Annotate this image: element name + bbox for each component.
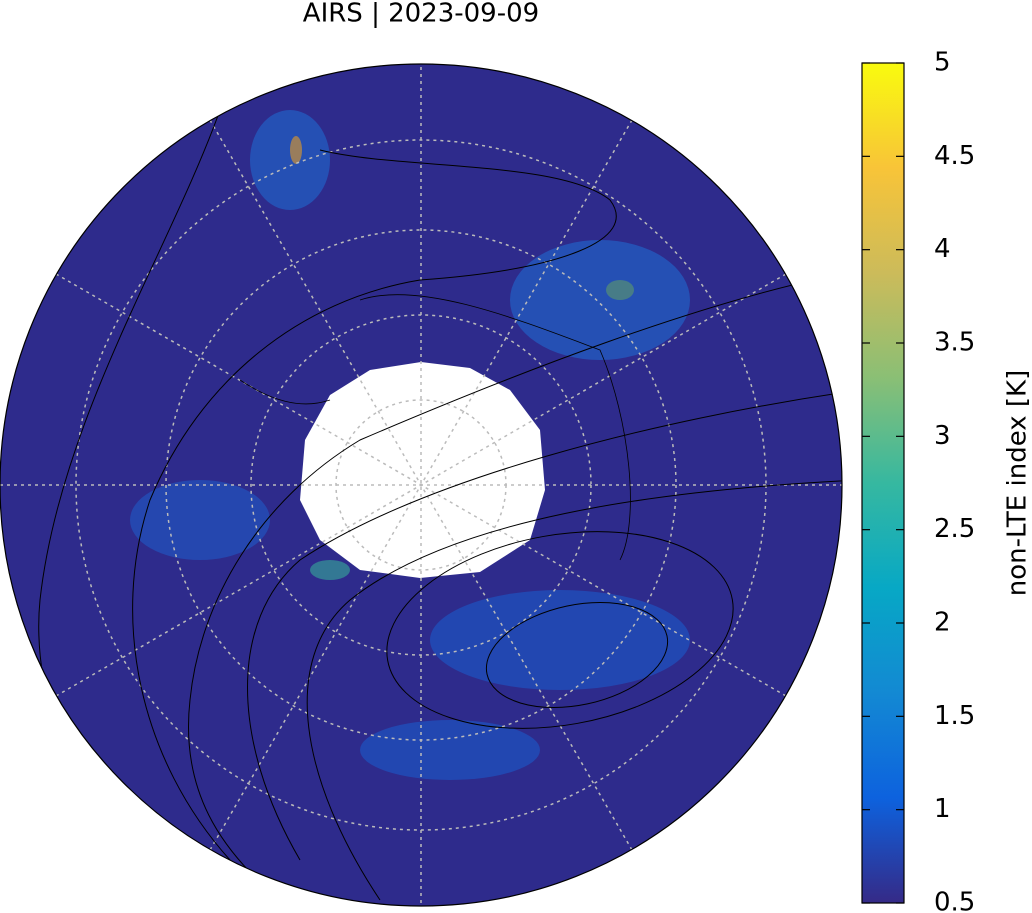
colorbar-tick-label: 2 (934, 608, 951, 638)
colorbar-tick-label: 1 (934, 794, 951, 824)
coastline (239, 294, 631, 561)
colorbar-tick-label: 4.5 (934, 141, 975, 171)
colorbar (861, 62, 905, 904)
colorbar-tick-label: 4 (934, 234, 951, 264)
chart-title: AIRS | 2023-09-09 (303, 0, 539, 29)
map (0, 64, 842, 906)
colorbar-tick-label: 0.5 (934, 888, 975, 913)
colorbar-tick-label: 3.5 (934, 328, 975, 358)
map-border (0, 63, 843, 907)
no-data-hole (300, 362, 545, 578)
anomaly-patches (130, 110, 690, 780)
colorbar-tick-label: 1.5 (934, 701, 975, 731)
graticule (0, 64, 842, 906)
colorbar-label: non-LTE index [K] (1003, 370, 1032, 596)
colorbar-tick-label: 3 (934, 421, 951, 451)
geopotential-contours (38, 109, 842, 901)
colorbar-tick-label: 2.5 (934, 514, 975, 544)
colorbar-tick-label: 5 (934, 48, 951, 78)
